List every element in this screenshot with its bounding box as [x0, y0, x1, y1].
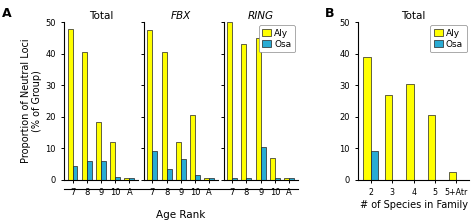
Title: Total: Total: [401, 11, 426, 21]
Bar: [255, 38, 261, 180]
Title: Total: Total: [89, 11, 113, 21]
Bar: [166, 169, 172, 180]
Bar: [270, 158, 275, 180]
Bar: [115, 177, 120, 180]
Bar: [246, 178, 251, 180]
Bar: [110, 142, 115, 180]
Bar: [385, 95, 392, 180]
Bar: [428, 115, 435, 180]
Legend: Aly, Osa: Aly, Osa: [259, 25, 295, 52]
Bar: [96, 121, 101, 180]
Bar: [289, 178, 294, 180]
Bar: [73, 166, 77, 180]
Text: B: B: [325, 7, 334, 20]
Bar: [152, 151, 157, 180]
Text: A: A: [2, 7, 12, 20]
Bar: [67, 28, 73, 180]
Bar: [124, 178, 129, 180]
Bar: [162, 52, 166, 180]
Legend: Aly, Osa: Aly, Osa: [430, 25, 466, 52]
Y-axis label: Proportion of Neutral Loci
(% of Group): Proportion of Neutral Loci (% of Group): [21, 39, 42, 163]
Bar: [87, 161, 91, 180]
Bar: [241, 44, 246, 180]
Title: RING: RING: [248, 11, 273, 21]
Bar: [101, 161, 106, 180]
Bar: [181, 159, 186, 180]
Bar: [284, 178, 289, 180]
X-axis label: # of Species in Family: # of Species in Family: [360, 200, 468, 210]
Bar: [227, 22, 232, 180]
Bar: [190, 115, 195, 180]
Bar: [261, 147, 265, 180]
Bar: [195, 175, 200, 180]
Bar: [232, 178, 237, 180]
Text: Age Rank: Age Rank: [156, 210, 206, 220]
Bar: [364, 57, 371, 180]
Bar: [147, 30, 152, 180]
Bar: [82, 52, 87, 180]
Bar: [449, 172, 456, 180]
Bar: [371, 151, 378, 180]
Bar: [275, 178, 280, 180]
Title: FBX: FBX: [171, 11, 191, 21]
Bar: [204, 178, 209, 180]
Bar: [176, 142, 181, 180]
Bar: [129, 178, 134, 180]
Bar: [406, 84, 414, 180]
Bar: [209, 178, 214, 180]
